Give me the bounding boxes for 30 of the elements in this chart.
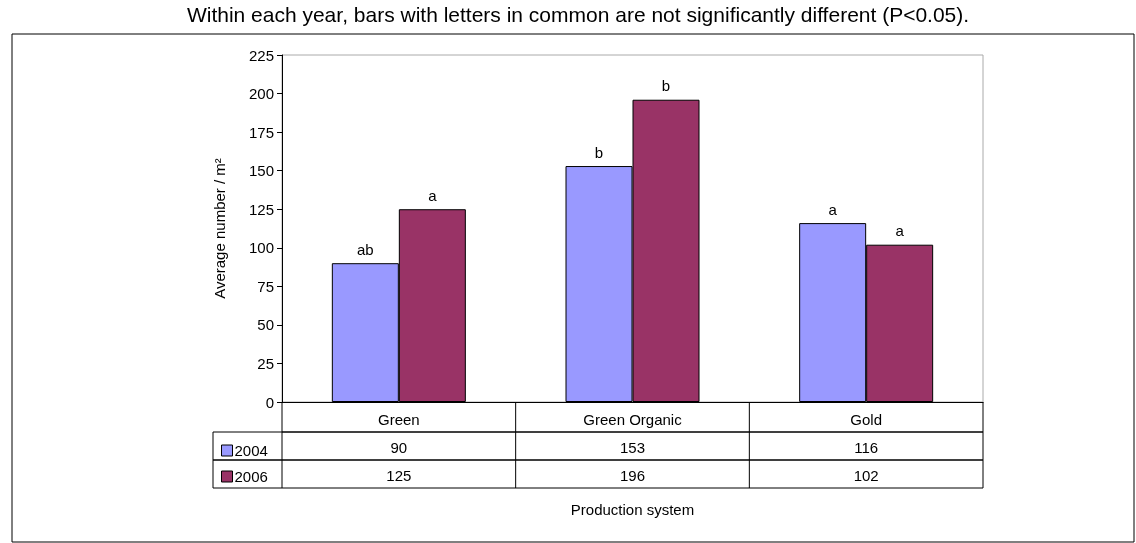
annotation: a (895, 222, 905, 240)
legend-label: 2006 (234, 468, 268, 485)
x-tick-label: Gold (850, 411, 883, 428)
annotation: b (594, 143, 604, 161)
y-tick-label: 0 (265, 393, 274, 411)
y-tick-label: 200 (248, 85, 274, 103)
data-label: 153 (619, 438, 646, 456)
data-label: 102 (853, 466, 879, 484)
y-axis-title: Average number / m² (211, 158, 228, 299)
annotation: a (828, 200, 838, 218)
data-label: 116 (854, 438, 879, 456)
y-tick-label: 25 (257, 354, 274, 372)
data-label: 90 (390, 438, 408, 456)
y-tick-label: 150 (248, 162, 274, 180)
y-tick-label: 50 (257, 316, 274, 334)
annotation: a (428, 186, 438, 204)
annotation: ab (356, 240, 374, 258)
data-label: 196 (619, 466, 646, 484)
y-tick-label: 75 (257, 277, 274, 295)
data-label: 125 (386, 466, 412, 484)
annotation: b (661, 77, 671, 95)
y-tick-label: 225 (248, 46, 274, 64)
y-tick-label: 100 (248, 239, 274, 257)
legend-label: 2004 (234, 442, 268, 459)
x-tick-label: Green (377, 411, 420, 428)
x-tick-label: Green Organic (583, 411, 683, 428)
y-tick-label: 175 (248, 123, 274, 141)
text: Within each year, bars with letters in common are not significantly different (P<0.05). (186, 2, 970, 26)
x-axis-title: Production system (570, 501, 695, 518)
y-tick-label: 125 (248, 200, 274, 218)
